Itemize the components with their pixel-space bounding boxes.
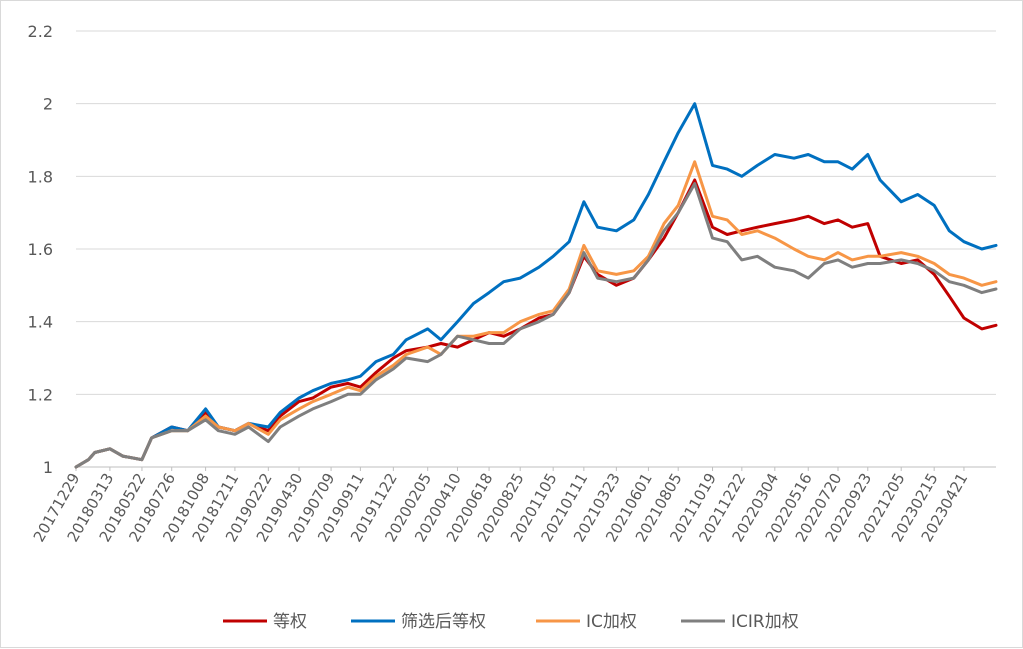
y-tick-label: 1.2	[28, 385, 53, 404]
y-tick-label: 1.8	[28, 167, 53, 186]
series-line-2	[74, 160, 998, 469]
y-tick-label: 1	[43, 458, 53, 477]
series-line-3	[74, 182, 998, 469]
y-tick-label: 1.6	[28, 240, 53, 259]
legend: 等权 筛选后等权 IC加权 ICIR加权	[223, 612, 799, 632]
series-lines	[74, 102, 998, 469]
y-tick-label: 1.4	[28, 313, 53, 332]
legend-label: 等权	[273, 612, 307, 632]
y-tick-label: 2.2	[28, 22, 53, 41]
legend-label: IC加权	[586, 612, 637, 632]
series-line-1	[74, 102, 998, 469]
gridlines	[76, 30, 996, 468]
y-axis-ticks: 1 1.2 1.4 1.6 1.8 2 2.2	[28, 22, 53, 477]
y-tick-label: 2	[43, 95, 53, 114]
legend-label: 筛选后等权	[401, 612, 486, 632]
x-axis-ticks: 2017122920180313201805222018072620181008…	[30, 467, 971, 545]
legend-label: ICIR加权	[731, 612, 799, 632]
